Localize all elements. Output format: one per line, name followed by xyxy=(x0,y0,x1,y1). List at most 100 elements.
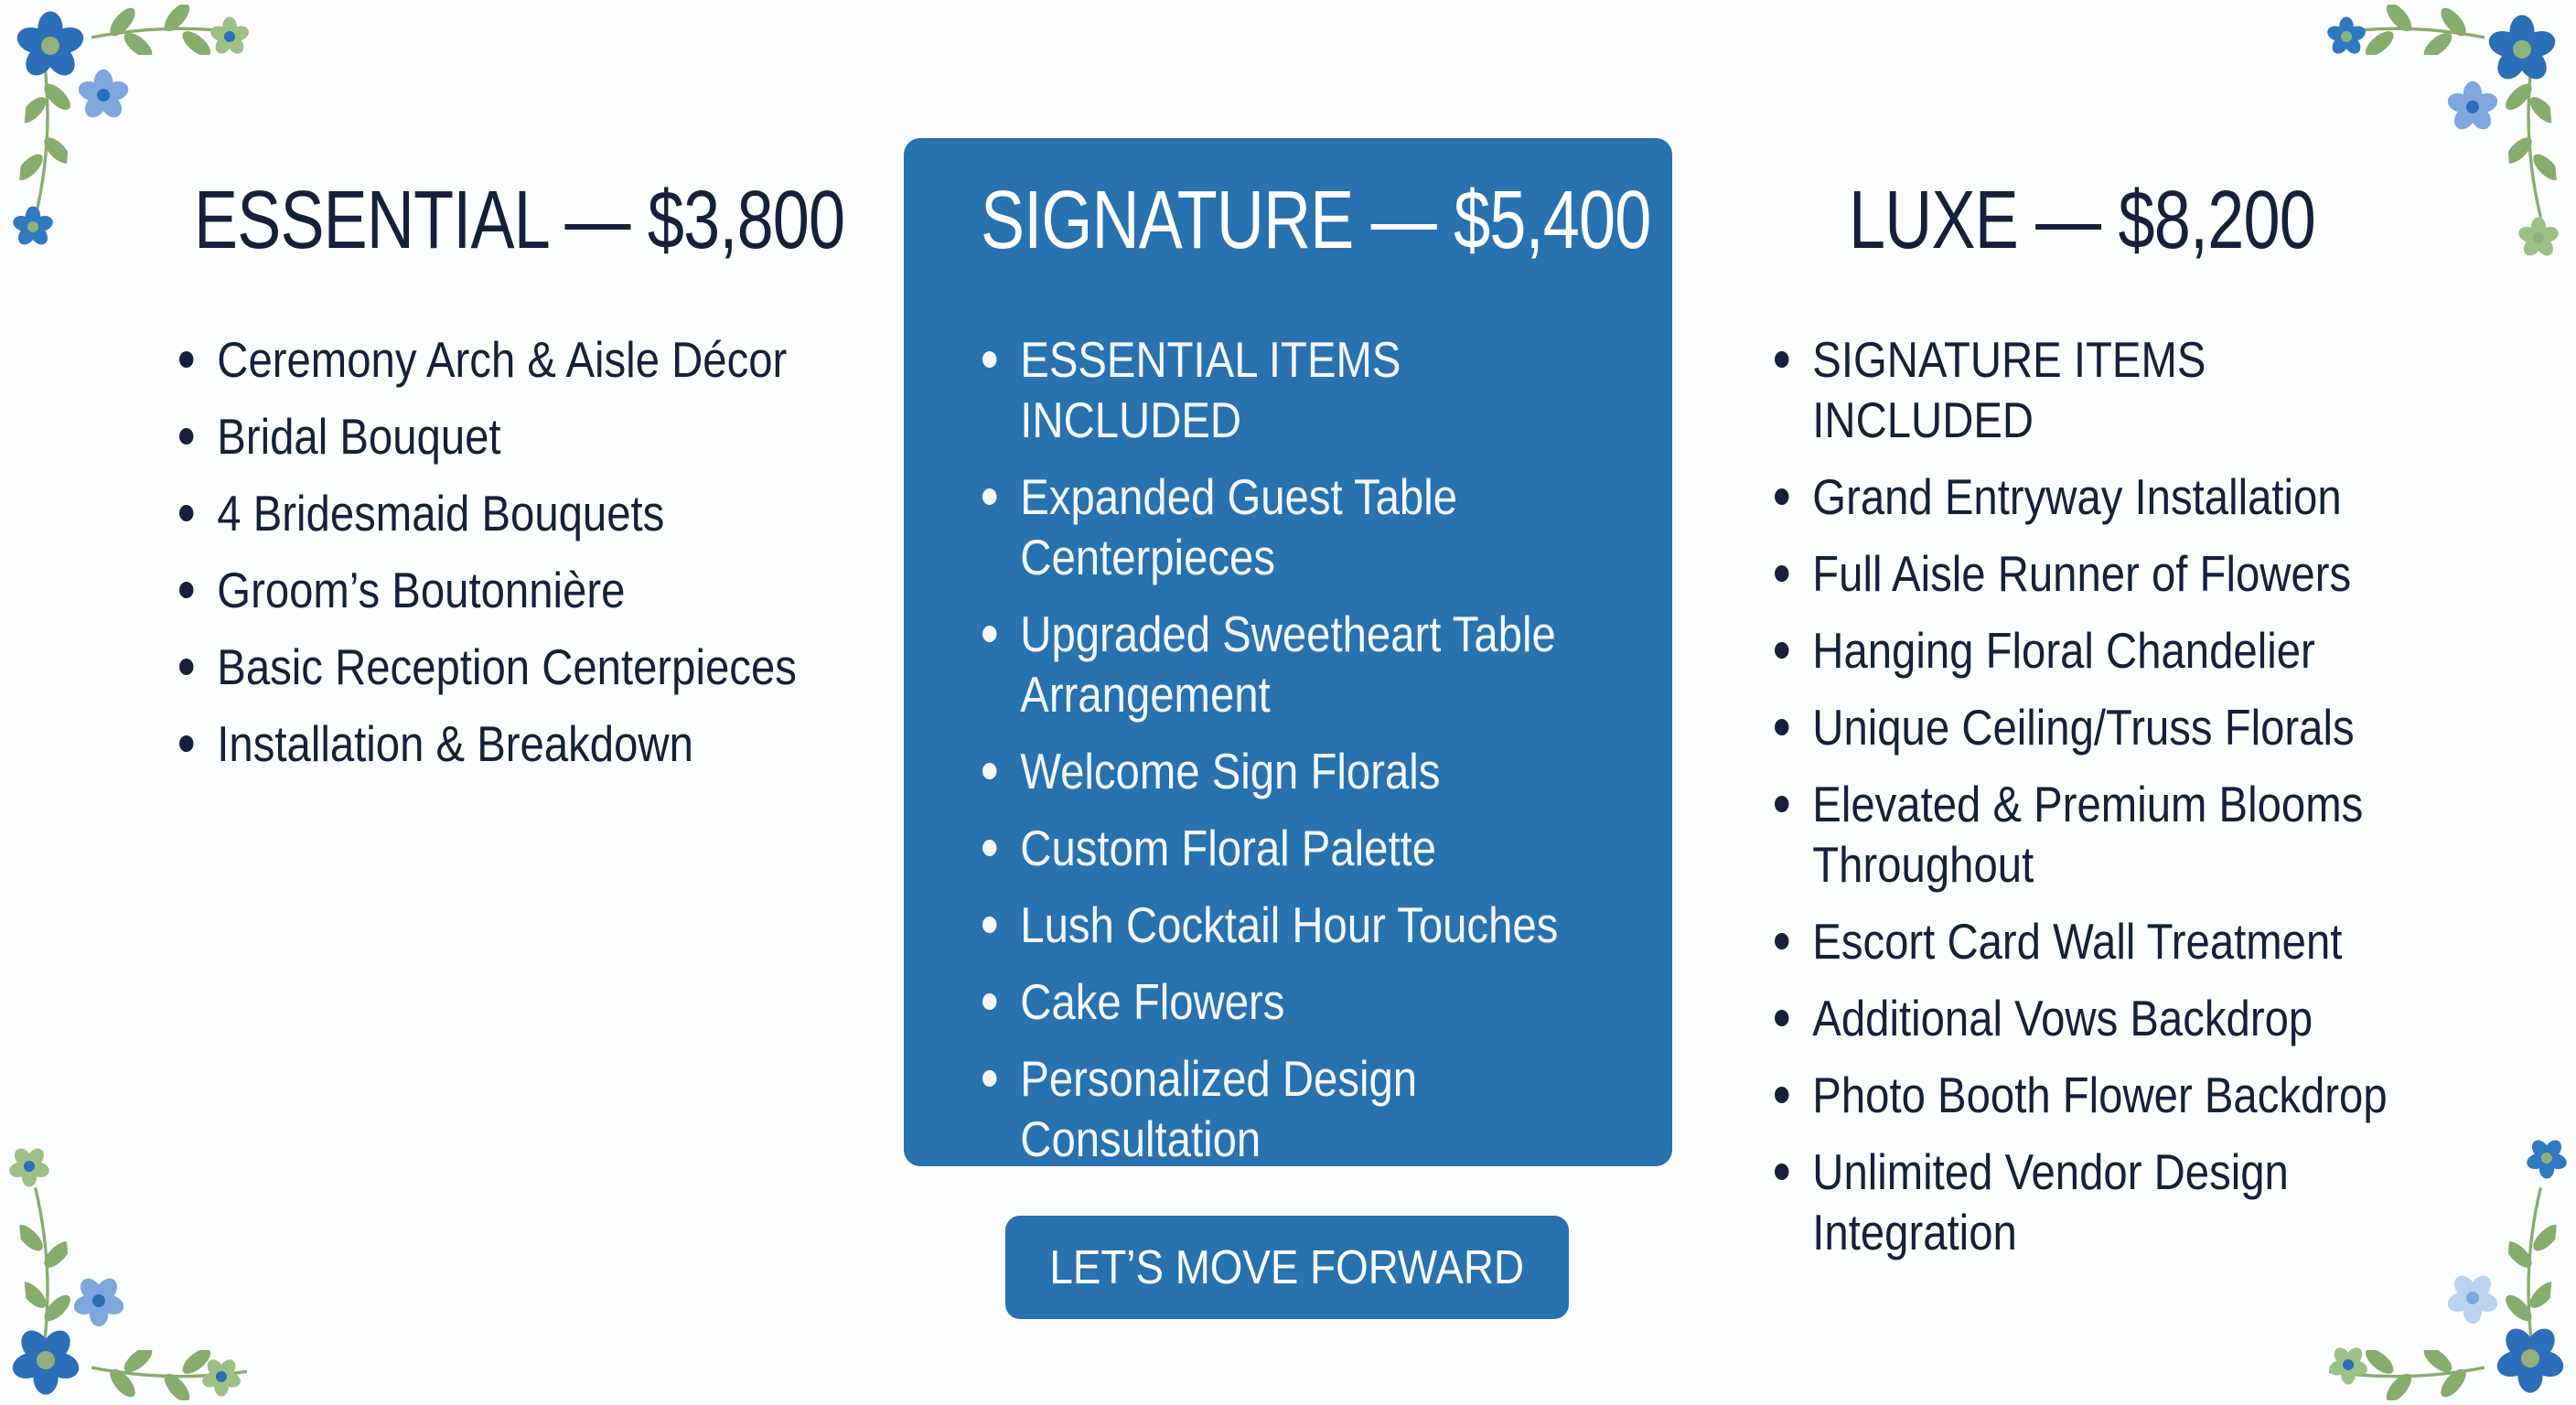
bullet-icon xyxy=(1775,796,1789,812)
green-flower-icon xyxy=(209,16,251,58)
bullet-icon xyxy=(1775,1087,1789,1103)
feature-item: ESSENTIAL ITEMS INCLUDED xyxy=(982,329,1596,450)
green-flower-icon xyxy=(7,1144,51,1187)
bullet-icon xyxy=(179,428,194,445)
tier-title: SIGNATURE — $5,400 xyxy=(981,175,1651,266)
feature-text: Hanging Floral Chandelier xyxy=(1812,622,2315,679)
feature-item: Lush Cocktail Hour Touches xyxy=(982,895,1596,955)
feature-item: Cake Flowers xyxy=(982,971,1596,1032)
blue-flower-icon xyxy=(2485,15,2559,85)
feature-text: Full Aisle Runner of Flowers xyxy=(1812,545,2352,602)
feature-text: SIGNATURE ITEMS INCLUDED xyxy=(1812,331,2206,448)
feature-item: Full Aisle Runner of Flowers xyxy=(1775,543,2404,604)
feature-text: Lush Cocktail Hour Touches xyxy=(1020,896,1559,953)
leaf-vine-icon xyxy=(15,60,77,222)
feature-item: Basic Reception Centerpieces xyxy=(179,637,809,697)
bullet-icon xyxy=(982,1070,997,1087)
bullet-icon xyxy=(1775,488,1789,505)
feature-text: Basic Reception Centerpieces xyxy=(217,638,797,695)
feature-text: Ceremony Arch & Aisle Décor xyxy=(217,331,788,388)
bullet-icon xyxy=(982,626,997,642)
bullet-icon xyxy=(1775,1010,1789,1026)
feature-text: Installation & Breakdown xyxy=(217,715,693,772)
blue-flower-icon xyxy=(2525,1136,2569,1179)
feature-item: Upgraded Sweetheart Table Arrangement xyxy=(982,604,1596,724)
bullet-icon xyxy=(1775,719,1789,735)
bullet-icon xyxy=(179,735,194,752)
feature-item: Personalized Design Consultation xyxy=(982,1048,1596,1169)
feature-item: Additional Vows Backdrop xyxy=(1775,988,2404,1048)
feature-text: Upgraded Sweetheart Table Arrangement xyxy=(1020,606,1556,723)
feature-text: Expanded Guest Table Centerpieces xyxy=(1020,468,1458,585)
feature-text: 4 Bridesmaid Bouquets xyxy=(217,485,665,542)
feature-text: Unique Ceiling/Truss Florals xyxy=(1812,699,2355,756)
blue-flower-icon xyxy=(71,1274,126,1327)
bullet-icon xyxy=(1775,642,1789,659)
green-flower-icon xyxy=(2517,217,2560,260)
feature-item: SIGNATURE ITEMS INCLUDED xyxy=(1775,329,2404,450)
bullet-icon xyxy=(982,917,997,933)
bullet-icon xyxy=(982,763,997,779)
feature-text: Grand Entryway Installation xyxy=(1812,468,2342,525)
feature-text: Custom Floral Palette xyxy=(1020,820,1437,876)
blue-flower-icon xyxy=(11,206,55,249)
bullet-icon xyxy=(179,351,194,368)
feature-text: Additional Vows Backdrop xyxy=(1812,990,2313,1046)
feature-item: Installation & Breakdown xyxy=(179,713,809,774)
bullet-icon xyxy=(1775,351,1789,368)
feature-item: 4 Bridesmaid Bouquets xyxy=(179,483,809,543)
bullet-icon xyxy=(982,488,997,505)
corner-decoration-bottom-left xyxy=(7,1144,247,1400)
bullet-icon xyxy=(982,993,997,1010)
feature-item: Photo Booth Flower Backdrop xyxy=(1775,1065,2404,1125)
feature-item: Welcome Sign Florals xyxy=(982,741,1596,801)
green-flower-icon xyxy=(2327,1344,2369,1385)
blue-flower-icon xyxy=(2325,16,2367,58)
bullet-icon xyxy=(179,505,194,521)
tier-title: ESSENTIAL — $3,800 xyxy=(194,175,845,266)
blue-flower-icon xyxy=(2445,1271,2500,1325)
feature-item: Unlimited Vendor Design Integration xyxy=(1775,1142,2404,1262)
blue-flower-icon xyxy=(14,11,87,81)
feature-text: Photo Booth Flower Backdrop xyxy=(1812,1067,2388,1123)
feature-item: Elevated & Premium Blooms Throughout xyxy=(1775,774,2404,895)
corner-decoration-top-right xyxy=(2325,5,2561,260)
feature-text: Elevated & Premium Blooms Throughout xyxy=(1812,776,2364,893)
bullet-icon xyxy=(982,351,997,368)
blue-flower-icon xyxy=(9,1325,82,1395)
feature-text: Personalized Design Consultation xyxy=(1020,1050,1418,1167)
feature-item: Ceremony Arch & Aisle Décor xyxy=(179,329,809,390)
tier-feature-list: ESSENTIAL ITEMS INCLUDED Expanded Guest T… xyxy=(982,329,1596,1185)
feature-text: Unlimited Vendor Design Integration xyxy=(1812,1143,2289,1260)
feature-item: Hanging Floral Chandelier xyxy=(1775,620,2404,681)
corner-decoration-bottom-right xyxy=(2327,1136,2569,1400)
feature-text: Bridal Bouquet xyxy=(217,408,501,465)
feature-item: Escort Card Wall Treatment xyxy=(1775,911,2404,971)
blue-flower-icon xyxy=(2445,80,2500,134)
feature-item: Groom’s Boutonnière xyxy=(179,560,809,620)
feature-item: Custom Floral Palette xyxy=(982,818,1596,878)
bullet-icon xyxy=(179,659,194,675)
blue-flower-icon xyxy=(76,69,131,122)
button-label: LET’S MOVE FORWARD xyxy=(1049,1240,1525,1294)
feature-item: Unique Ceiling/Truss Florals xyxy=(1775,697,2404,757)
green-flower-icon xyxy=(200,1356,242,1397)
tier-feature-list: Ceremony Arch & Aisle Décor Bridal Bouque… xyxy=(179,329,809,790)
tier-title: LUXE — $8,200 xyxy=(1849,175,2316,266)
tier-signature-card: SIGNATURE — $5,400 ESSENTIAL ITEMS INCLU… xyxy=(904,138,1672,1167)
feature-text: Welcome Sign Florals xyxy=(1020,743,1441,799)
blue-flower-icon xyxy=(2494,1323,2567,1393)
feature-item: Grand Entryway Installation xyxy=(1775,467,2404,527)
bullet-icon xyxy=(1775,1164,1789,1180)
feature-item: Bridal Bouquet xyxy=(179,406,809,467)
lets-move-forward-button[interactable]: LET’S MOVE FORWARD xyxy=(1005,1216,1569,1319)
tier-feature-list: SIGNATURE ITEMS INCLUDED Grand Entryway I… xyxy=(1775,329,2404,1279)
bullet-icon xyxy=(179,582,194,598)
feature-text: ESSENTIAL ITEMS INCLUDED xyxy=(1020,331,1401,448)
bullet-icon xyxy=(982,840,997,856)
feature-text: Escort Card Wall Treatment xyxy=(1812,913,2343,970)
corner-decoration-top-left xyxy=(11,5,251,249)
bullet-icon xyxy=(1775,565,1789,582)
bullet-icon xyxy=(1775,933,1789,949)
feature-text: Cake Flowers xyxy=(1020,973,1285,1030)
